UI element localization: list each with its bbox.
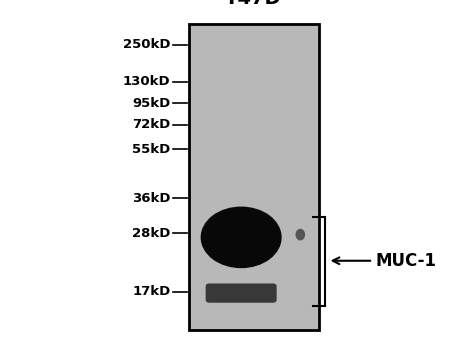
FancyBboxPatch shape <box>206 283 277 303</box>
Text: 95kD: 95kD <box>132 97 171 110</box>
Text: 28kD: 28kD <box>132 227 171 240</box>
FancyBboxPatch shape <box>189 24 318 330</box>
Text: 130kD: 130kD <box>123 75 171 88</box>
Text: MUC-1: MUC-1 <box>375 252 436 270</box>
Ellipse shape <box>201 207 281 268</box>
Text: 72kD: 72kD <box>132 118 171 131</box>
Text: 36kD: 36kD <box>132 192 171 205</box>
Text: 17kD: 17kD <box>132 285 171 298</box>
Text: 250kD: 250kD <box>123 38 171 51</box>
Ellipse shape <box>296 229 304 240</box>
Text: 55kD: 55kD <box>132 143 171 156</box>
Text: T47D: T47D <box>225 0 282 8</box>
